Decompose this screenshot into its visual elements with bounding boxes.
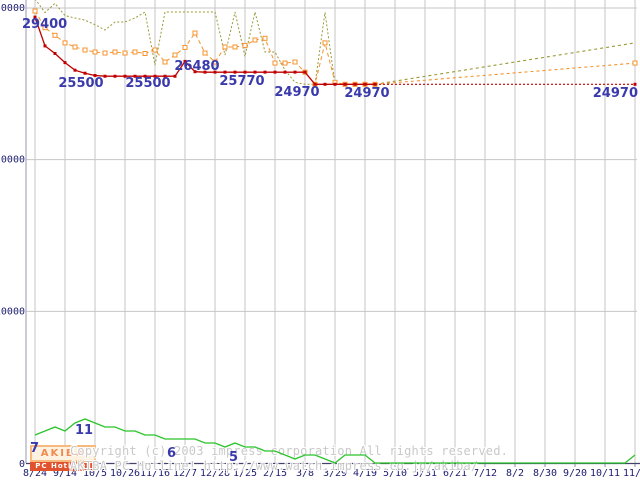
svg-text:5/10: 5/10 xyxy=(383,468,407,479)
svg-text:7/12: 7/12 xyxy=(473,468,497,479)
svg-text:20000: 20000 xyxy=(0,155,25,166)
svg-text:24970: 24970 xyxy=(593,86,638,101)
svg-text:24970: 24970 xyxy=(274,85,319,100)
svg-text:9/20: 9/20 xyxy=(563,468,587,479)
svg-text:30000: 30000 xyxy=(0,3,25,14)
svg-text:8/2: 8/2 xyxy=(506,468,524,479)
svg-text:25500: 25500 xyxy=(125,76,170,91)
svg-text:3/8: 3/8 xyxy=(296,468,314,479)
svg-text:5: 5 xyxy=(229,450,238,465)
svg-text:25500: 25500 xyxy=(58,76,103,91)
svg-text:29400: 29400 xyxy=(22,17,67,32)
svg-text:5/31: 5/31 xyxy=(413,468,437,479)
svg-text:8/24: 8/24 xyxy=(23,468,47,479)
svg-text:10/11: 10/11 xyxy=(590,468,620,479)
svg-text:4/19: 4/19 xyxy=(353,468,377,479)
svg-text:25770: 25770 xyxy=(219,74,264,89)
svg-text:3/29: 3/29 xyxy=(323,468,347,479)
svg-text:10/26: 10/26 xyxy=(110,468,140,479)
svg-text:2/15: 2/15 xyxy=(263,468,287,479)
svg-text:7: 7 xyxy=(30,441,39,456)
svg-text:9/14: 9/14 xyxy=(53,468,77,479)
svg-text:26480: 26480 xyxy=(174,59,219,74)
svg-text:12/7: 12/7 xyxy=(173,468,197,479)
akiba-logo: AKIBA PC Hotline! xyxy=(30,445,96,471)
akiba-logo-subtitle: PC Hotline! xyxy=(30,462,96,471)
svg-text:12/28: 12/28 xyxy=(200,468,230,479)
copyright-watermark: Copyright (c) 2003 impress corporation A… xyxy=(70,444,509,458)
svg-text:24970: 24970 xyxy=(344,86,389,101)
svg-text:11: 11 xyxy=(75,423,93,438)
svg-text:10/5: 10/5 xyxy=(83,468,107,479)
svg-text:1/25: 1/25 xyxy=(233,468,257,479)
svg-text:0: 0 xyxy=(19,459,25,470)
svg-text:6: 6 xyxy=(167,446,176,461)
svg-text:6/21: 6/21 xyxy=(443,468,467,479)
svg-text:11/1: 11/1 xyxy=(623,468,640,479)
svg-text:8/30: 8/30 xyxy=(533,468,557,479)
svg-text:11/16: 11/16 xyxy=(140,468,170,479)
akiba-logo-wordmark: AKIBA xyxy=(30,445,96,462)
